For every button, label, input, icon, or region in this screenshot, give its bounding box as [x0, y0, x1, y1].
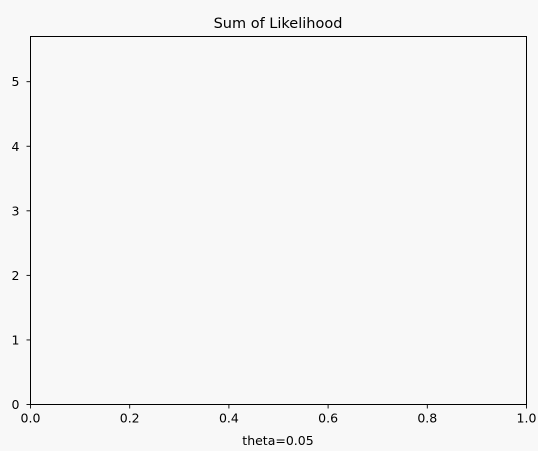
x-tick-label: 0.4 — [219, 411, 239, 426]
x-tick-label: 0.8 — [417, 411, 437, 426]
x-axis-label: theta=0.05 — [242, 433, 313, 448]
chart-title: Sum of Likelihood — [214, 16, 343, 32]
y-tick-label: 4 — [12, 139, 20, 154]
x-tick-label: 0.2 — [120, 411, 140, 426]
x-tick-label: 0.0 — [21, 411, 41, 426]
x-tick-label: 0.6 — [318, 411, 338, 426]
y-tick-label: 2 — [12, 268, 20, 283]
y-tick-label: 5 — [12, 74, 20, 89]
y-tick-label: 0 — [12, 397, 20, 412]
x-tick-label: 1.0 — [517, 411, 537, 426]
x-axis: 0.0 0.2 0.4 0.6 0.8 1.0 — [21, 404, 537, 426]
y-axis: 0 1 2 3 4 5 — [12, 74, 31, 412]
plot-area — [30, 36, 527, 405]
y-tick-label: 3 — [12, 203, 20, 218]
y-tick-label: 1 — [12, 332, 20, 347]
